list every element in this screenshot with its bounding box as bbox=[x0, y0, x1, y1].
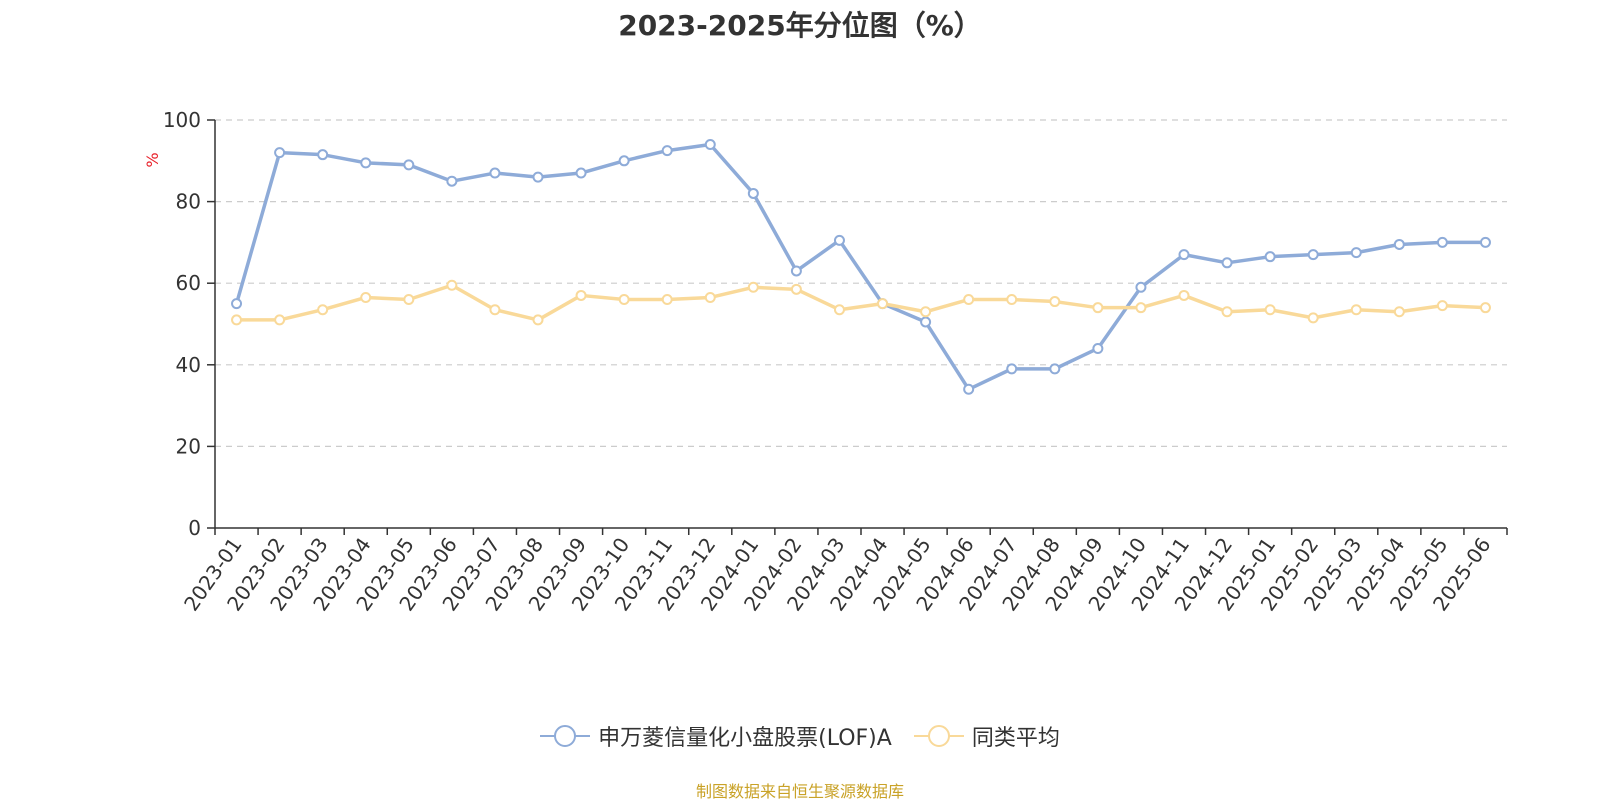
data-point[interactable] bbox=[1135, 302, 1147, 314]
data-point[interactable] bbox=[661, 145, 673, 157]
data-point[interactable] bbox=[790, 265, 802, 277]
legend-marker-average bbox=[913, 725, 964, 747]
data-point[interactable] bbox=[1006, 294, 1018, 306]
series-1 bbox=[231, 279, 1491, 326]
data-point[interactable] bbox=[274, 147, 286, 159]
y-tick-label: 0 bbox=[188, 516, 201, 540]
data-point[interactable] bbox=[1393, 238, 1405, 250]
data-point[interactable] bbox=[1178, 289, 1190, 301]
series-layer bbox=[231, 138, 1491, 395]
data-point[interactable] bbox=[317, 304, 329, 316]
data-point[interactable] bbox=[747, 187, 759, 199]
data-point[interactable] bbox=[833, 234, 845, 246]
data-point[interactable] bbox=[1092, 342, 1104, 354]
data-point[interactable] bbox=[920, 306, 932, 318]
data-point[interactable] bbox=[1350, 304, 1362, 316]
data-point[interactable] bbox=[1178, 249, 1190, 261]
data-point[interactable] bbox=[575, 167, 587, 179]
y-axis-label: % bbox=[143, 152, 162, 167]
series-line bbox=[236, 283, 1486, 322]
data-point[interactable] bbox=[274, 314, 286, 326]
data-point[interactable] bbox=[704, 138, 716, 150]
data-point[interactable] bbox=[1221, 257, 1233, 269]
data-point[interactable] bbox=[833, 304, 845, 316]
legend-label-average: 同类平均 bbox=[971, 726, 1060, 751]
data-point[interactable] bbox=[1049, 296, 1061, 308]
y-tick-label: 40 bbox=[176, 353, 201, 377]
data-point[interactable] bbox=[618, 294, 630, 306]
data-point[interactable] bbox=[231, 314, 243, 326]
data-point[interactable] bbox=[231, 298, 243, 310]
data-point[interactable] bbox=[1350, 247, 1362, 259]
data-point[interactable] bbox=[317, 149, 329, 161]
legend-marker-fund bbox=[540, 725, 591, 747]
data-point[interactable] bbox=[920, 316, 932, 328]
data-point[interactable] bbox=[403, 159, 415, 171]
data-point[interactable] bbox=[1436, 236, 1448, 248]
series-line bbox=[234, 142, 1486, 392]
data-point[interactable] bbox=[446, 279, 458, 291]
data-point[interactable] bbox=[360, 291, 372, 303]
data-point[interactable] bbox=[1006, 363, 1018, 375]
data-point[interactable] bbox=[532, 314, 544, 326]
data-point[interactable] bbox=[877, 298, 889, 310]
legend-item-average[interactable]: 同类平均 bbox=[913, 720, 1060, 752]
data-point[interactable] bbox=[1307, 312, 1319, 324]
data-point[interactable] bbox=[446, 175, 458, 187]
legend-item-fund[interactable]: 申万菱信量化小盘股票(LOF)A bbox=[540, 720, 892, 752]
data-point[interactable] bbox=[1393, 306, 1405, 318]
data-point[interactable] bbox=[1479, 236, 1491, 248]
axes: 0204060801002023-012023-022023-032023-04… bbox=[163, 108, 1508, 615]
y-tick-label: 80 bbox=[176, 190, 201, 214]
data-point[interactable] bbox=[1049, 363, 1061, 375]
data-point[interactable] bbox=[1135, 281, 1147, 293]
data-point[interactable] bbox=[1264, 304, 1276, 316]
data-point[interactable] bbox=[489, 304, 501, 316]
data-point[interactable] bbox=[403, 294, 415, 306]
data-point[interactable] bbox=[532, 171, 544, 183]
data-point[interactable] bbox=[360, 157, 372, 169]
data-point[interactable] bbox=[1092, 302, 1104, 314]
data-point[interactable] bbox=[575, 289, 587, 301]
legend-label-fund: 申万菱信量化小盘股票(LOF)A bbox=[598, 726, 892, 751]
source-note: 制图数据来自恒生聚源数据库 bbox=[695, 782, 904, 801]
data-point[interactable] bbox=[963, 383, 975, 395]
y-tick-label: 60 bbox=[176, 271, 201, 295]
series-0 bbox=[231, 138, 1491, 395]
data-point[interactable] bbox=[1307, 249, 1319, 261]
data-point[interactable] bbox=[1264, 251, 1276, 263]
data-point[interactable] bbox=[1436, 300, 1448, 312]
y-tick-label: 100 bbox=[163, 108, 201, 132]
y-tick-label: 20 bbox=[176, 434, 201, 458]
data-point[interactable] bbox=[1479, 302, 1491, 314]
data-point[interactable] bbox=[1221, 306, 1233, 318]
legend: 申万菱信量化小盘股票(LOF)A 同类平均 bbox=[0, 720, 1600, 752]
data-point[interactable] bbox=[489, 167, 501, 179]
data-point[interactable] bbox=[963, 294, 975, 306]
data-point[interactable] bbox=[790, 283, 802, 295]
chart-title: 2023-2025年分位图（%） bbox=[618, 9, 982, 42]
data-point[interactable] bbox=[704, 291, 716, 303]
data-point[interactable] bbox=[747, 281, 759, 293]
data-point[interactable] bbox=[618, 155, 630, 167]
data-point[interactable] bbox=[661, 294, 673, 306]
